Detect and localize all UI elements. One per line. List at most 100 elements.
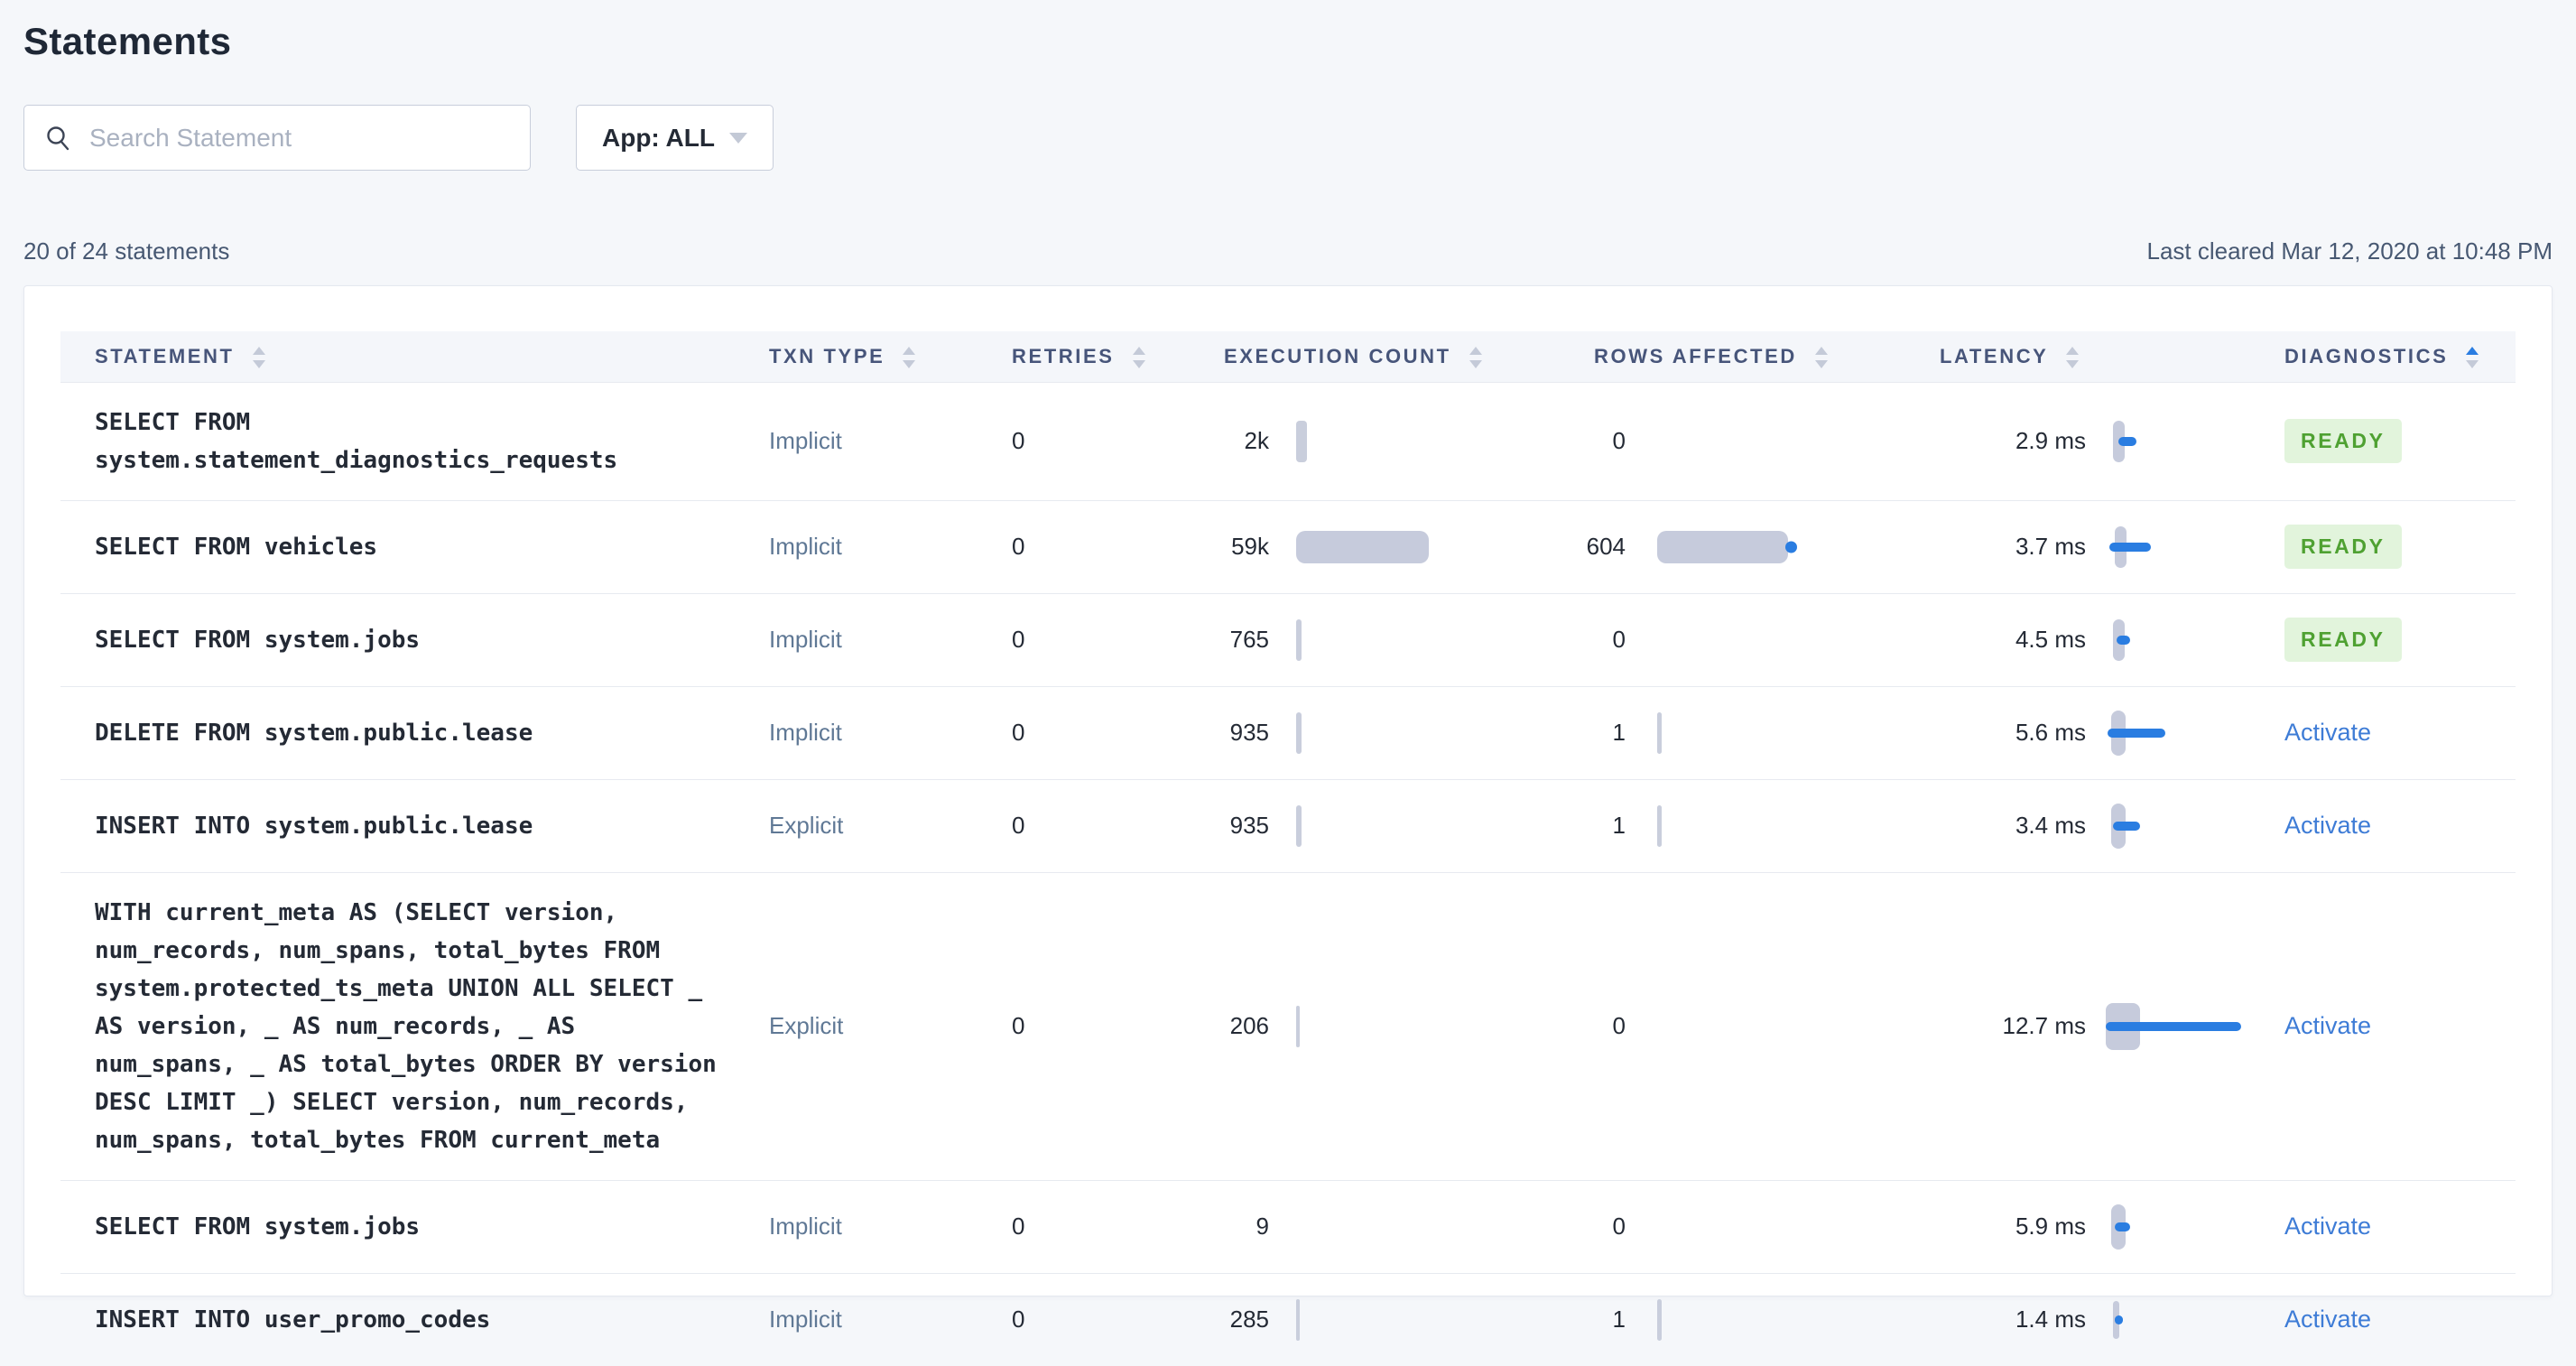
retries-cell: 0 bbox=[985, 499, 1201, 593]
latency-bar bbox=[2104, 615, 2266, 665]
column-header-retries[interactable]: RETRIES bbox=[985, 331, 1201, 382]
column-header-label: EXECUTION COUNT bbox=[1224, 344, 1451, 367]
statement-row: INSERT INTO system.public.lease Explicit 0… bbox=[60, 778, 2516, 872]
execution-count-value: 765 bbox=[1229, 626, 1269, 653]
retries-value: 0 bbox=[1012, 719, 1025, 746]
search-input[interactable] bbox=[88, 122, 510, 153]
statement-cell: WITH current_meta AS (SELECT version, nu… bbox=[60, 871, 759, 1180]
app-filter-label: App: ALL bbox=[602, 123, 715, 152]
statement-link[interactable]: SELECT FROM vehicles bbox=[95, 533, 378, 561]
column-header-latency[interactable]: LATENCY bbox=[1940, 331, 2284, 382]
execution-count-bar-shape bbox=[1296, 618, 1302, 661]
column-header-execution-count[interactable]: EXECUTION COUNT bbox=[1201, 331, 1580, 382]
latency-bar bbox=[2104, 1001, 2266, 1052]
statement-cell: INSERT INTO user_promo_codes bbox=[60, 1272, 759, 1366]
txn-type-value: Explicit bbox=[769, 812, 844, 839]
statement-link[interactable]: DELETE FROM system.public.lease bbox=[95, 719, 533, 747]
column-header-statement[interactable]: STATEMENT bbox=[60, 331, 759, 382]
statement-link[interactable]: SELECT FROM system.jobs bbox=[95, 1213, 421, 1241]
statement-link[interactable]: SELECT FROM system.jobs bbox=[95, 626, 421, 654]
execution-count-bar bbox=[1296, 416, 1450, 467]
execution-count-bar-shape bbox=[1296, 420, 1307, 462]
rows-affected-cell: 1 bbox=[1580, 1272, 1940, 1366]
column-header-label: LATENCY bbox=[1940, 344, 2049, 367]
activate-diagnostics-link[interactable]: Activate bbox=[2284, 719, 2372, 746]
execution-count-cell: 206 bbox=[1201, 871, 1580, 1180]
diagnostics-ready-badge: READY bbox=[2284, 618, 2402, 662]
rows-affected-bar bbox=[1657, 615, 1811, 665]
app-filter-dropdown[interactable]: App: ALL bbox=[576, 105, 774, 171]
latency-cell: 5.6 ms bbox=[1940, 685, 2284, 779]
retries-cell: 0 bbox=[985, 685, 1201, 779]
sort-desc-icon bbox=[903, 359, 916, 368]
column-header-txn-type[interactable]: TXN TYPE bbox=[759, 331, 985, 382]
execution-count-bar-shape bbox=[1296, 804, 1302, 847]
statement-link[interactable]: INSERT INTO user_promo_codes bbox=[95, 1306, 491, 1333]
sort-asc-icon bbox=[252, 346, 265, 355]
execution-count-bar-shape bbox=[1296, 530, 1429, 563]
statement-link[interactable]: SELECT FROM system.statement_diagnostics… bbox=[95, 408, 618, 474]
latency-cell: 4.5 ms bbox=[1940, 592, 2284, 686]
rows-affected-bar-shape bbox=[1657, 1298, 1662, 1341]
sort-arrows-icon[interactable] bbox=[903, 346, 916, 368]
sort-arrows-icon[interactable] bbox=[1469, 346, 1482, 368]
retries-cell: 0 bbox=[985, 1272, 1201, 1366]
retries-value: 0 bbox=[1012, 812, 1025, 839]
sort-arrows-icon[interactable] bbox=[2066, 346, 2080, 368]
column-header-rows-affected[interactable]: ROWS AFFECTED bbox=[1580, 331, 1940, 382]
sort-desc-icon bbox=[1132, 359, 1145, 368]
latency-value: 12.7 ms bbox=[2002, 1012, 2087, 1039]
latency-value: 3.4 ms bbox=[2015, 812, 2086, 839]
activate-diagnostics-link[interactable]: Activate bbox=[2284, 1012, 2372, 1039]
statement-count: 20 of 24 statements bbox=[23, 237, 230, 265]
statement-link[interactable]: WITH current_meta AS (SELECT version, nu… bbox=[95, 898, 717, 1154]
latency-value: 1.4 ms bbox=[2015, 1306, 2086, 1333]
latency-mean-bar bbox=[2115, 1315, 2123, 1324]
activate-diagnostics-link[interactable]: Activate bbox=[2284, 1306, 2372, 1333]
rows-affected-cell: 0 bbox=[1580, 381, 1940, 500]
activate-diagnostics-link[interactable]: Activate bbox=[2284, 1213, 2372, 1240]
execution-count-cell: 765 bbox=[1201, 592, 1580, 686]
sort-arrows-icon[interactable] bbox=[252, 346, 265, 368]
sort-arrows-icon[interactable] bbox=[1132, 346, 1145, 368]
sort-asc-icon bbox=[2066, 346, 2080, 355]
diagnostics-cell: Activate bbox=[2284, 1179, 2516, 1273]
rows-affected-cell: 0 bbox=[1580, 871, 1940, 1180]
diagnostics-cell: READY bbox=[2284, 499, 2516, 593]
execution-count-bar-shape bbox=[1296, 711, 1302, 754]
column-header-diagnostics[interactable]: DIAGNOSTICS bbox=[2284, 331, 2516, 382]
rows-affected-bar bbox=[1657, 1202, 1811, 1252]
execution-count-cell: 935 bbox=[1201, 685, 1580, 779]
sort-asc-icon bbox=[1132, 346, 1145, 355]
execution-count-bar bbox=[1296, 1001, 1450, 1052]
latency-value: 2.9 ms bbox=[2015, 427, 2086, 454]
statements-table-card: STATEMENT TXN TYPE RETRIES EXECUTION COUNT R… bbox=[23, 285, 2553, 1366]
rows-affected-value: 1 bbox=[1612, 812, 1626, 839]
latency-bar bbox=[2104, 1202, 2266, 1252]
sort-arrows-icon[interactable] bbox=[1814, 346, 1828, 368]
rows-affected-value: 0 bbox=[1612, 1213, 1626, 1240]
rows-affected-value: 0 bbox=[1612, 626, 1626, 653]
rows-affected-bar bbox=[1657, 801, 1811, 851]
execution-count-cell: 59k bbox=[1201, 499, 1580, 593]
rows-affected-cell: 604 bbox=[1580, 499, 1940, 593]
activate-diagnostics-link[interactable]: Activate bbox=[2284, 812, 2372, 839]
sort-asc-icon bbox=[2466, 346, 2479, 355]
statement-link[interactable]: INSERT INTO system.public.lease bbox=[95, 812, 533, 840]
txn-type-cell: Implicit bbox=[759, 1179, 985, 1273]
execution-count-bar-shape bbox=[1296, 1005, 1300, 1047]
txn-type-cell: Implicit bbox=[759, 499, 985, 593]
sort-arrows-icon[interactable] bbox=[2466, 346, 2479, 368]
statement-cell: SELECT FROM system.statement_diagnostics… bbox=[60, 381, 759, 500]
retries-cell: 0 bbox=[985, 381, 1201, 500]
sort-asc-icon bbox=[903, 346, 916, 355]
retries-cell: 0 bbox=[985, 592, 1201, 686]
execution-count-cell: 285 bbox=[1201, 1272, 1580, 1366]
retries-value: 0 bbox=[1012, 1213, 1025, 1240]
sort-desc-icon bbox=[2066, 359, 2080, 368]
execution-count-bar bbox=[1296, 522, 1450, 572]
rows-affected-cell: 0 bbox=[1580, 592, 1940, 686]
latency-cell: 3.7 ms bbox=[1940, 499, 2284, 593]
rows-affected-bar bbox=[1657, 1295, 1811, 1345]
rows-affected-value: 1 bbox=[1612, 1306, 1626, 1333]
